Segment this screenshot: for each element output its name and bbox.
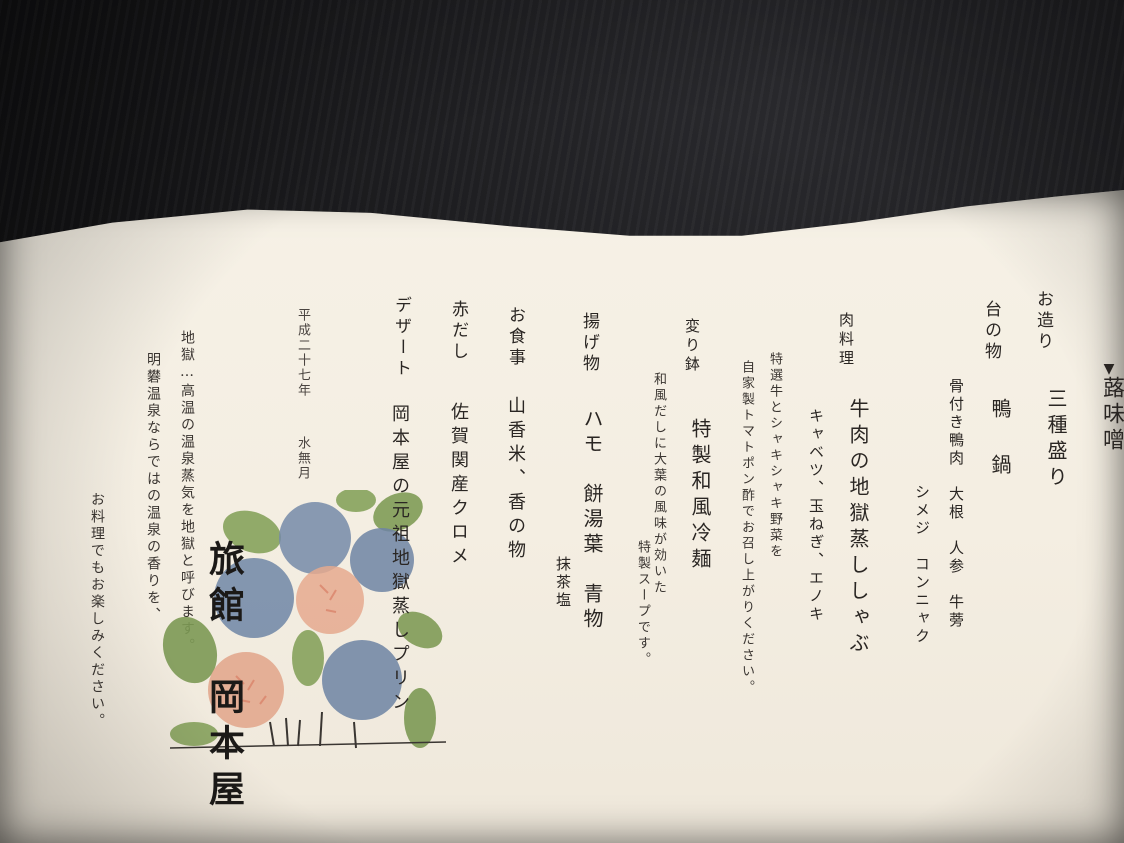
dish-otsukuri: 三種盛り [1044, 388, 1068, 492]
course-label-agemono: 揚げ物 [579, 312, 599, 375]
date-month: 水無月 [295, 436, 310, 481]
dish-agemono-detail-1: 抹茶塩 [554, 556, 572, 610]
note-line-3: お料理でもお楽しみください。 [89, 492, 105, 730]
flower-shapes [208, 502, 414, 728]
course-label-dessert: デザート [391, 296, 411, 380]
dish-dessert: 岡本屋の元祖地獄蒸しプリン [389, 404, 410, 716]
dish-oshokuji: 山香米、香の物 [505, 396, 526, 564]
leaf-shapes [162, 490, 443, 748]
dish-agemono: ハモ 餅湯葉 青物 [580, 408, 604, 633]
dish-shabu-detail-1: キャベツ、玉ねぎ、エノキ [807, 408, 825, 624]
course-label-dainomono: 台の物 [981, 300, 1001, 363]
stem-marks [169, 711, 447, 749]
dish-kamonabe-detail-2: シメジ コンニャク [913, 484, 931, 646]
menu-heading: ▼蕗味噌 [1099, 361, 1124, 454]
ryokan-brand-name: 旅館 岡本屋 [203, 540, 245, 816]
note-line-2: 明礬温泉ならではの温泉の香りを、 [145, 352, 161, 624]
dish-shabu-detail-2: 特選牛とシャキシャキ野菜を [767, 352, 782, 560]
dish-reimen: 特製和風冷麺 [688, 418, 712, 574]
course-label-nikuryouri: 肉料理 [837, 312, 855, 369]
dish-akadashi: 佐賀関産クロメ [448, 402, 469, 570]
dish-kamonabe: 鴨 鍋 [988, 398, 1012, 480]
dish-reimen-detail-1: 和風だしに大葉の風味が効いた [651, 372, 666, 596]
dish-shabu-detail-3: 自家製トマトポン酢でお召し上がりください。 [739, 360, 754, 696]
note-line-1: 地獄…高温の温泉蒸気を地獄と呼びます。 [179, 330, 195, 655]
course-label-kawaribachi: 変り鉢 [683, 318, 701, 375]
course-label-akadashi: 赤だし [448, 300, 468, 363]
dish-reimen-detail-2: 特製スープです。 [635, 540, 650, 668]
course-label-oshokuji: お食事 [505, 306, 525, 369]
heading-marker: ▼ [1103, 361, 1119, 377]
heading-text: 蕗味噌 [1099, 376, 1124, 454]
hydrangea-illustration [162, 490, 447, 749]
petal-marks [235, 584, 337, 705]
dish-jigokumushi-shabu: 牛肉の地獄蒸ししゃぶ [846, 398, 870, 658]
dish-kamonabe-detail-1: 骨付き鴨肉 大根 人参 牛蒡 [947, 378, 965, 630]
date-era: 平成二十七年 [295, 308, 310, 398]
course-label-otsukuri: お造り [1033, 290, 1053, 353]
